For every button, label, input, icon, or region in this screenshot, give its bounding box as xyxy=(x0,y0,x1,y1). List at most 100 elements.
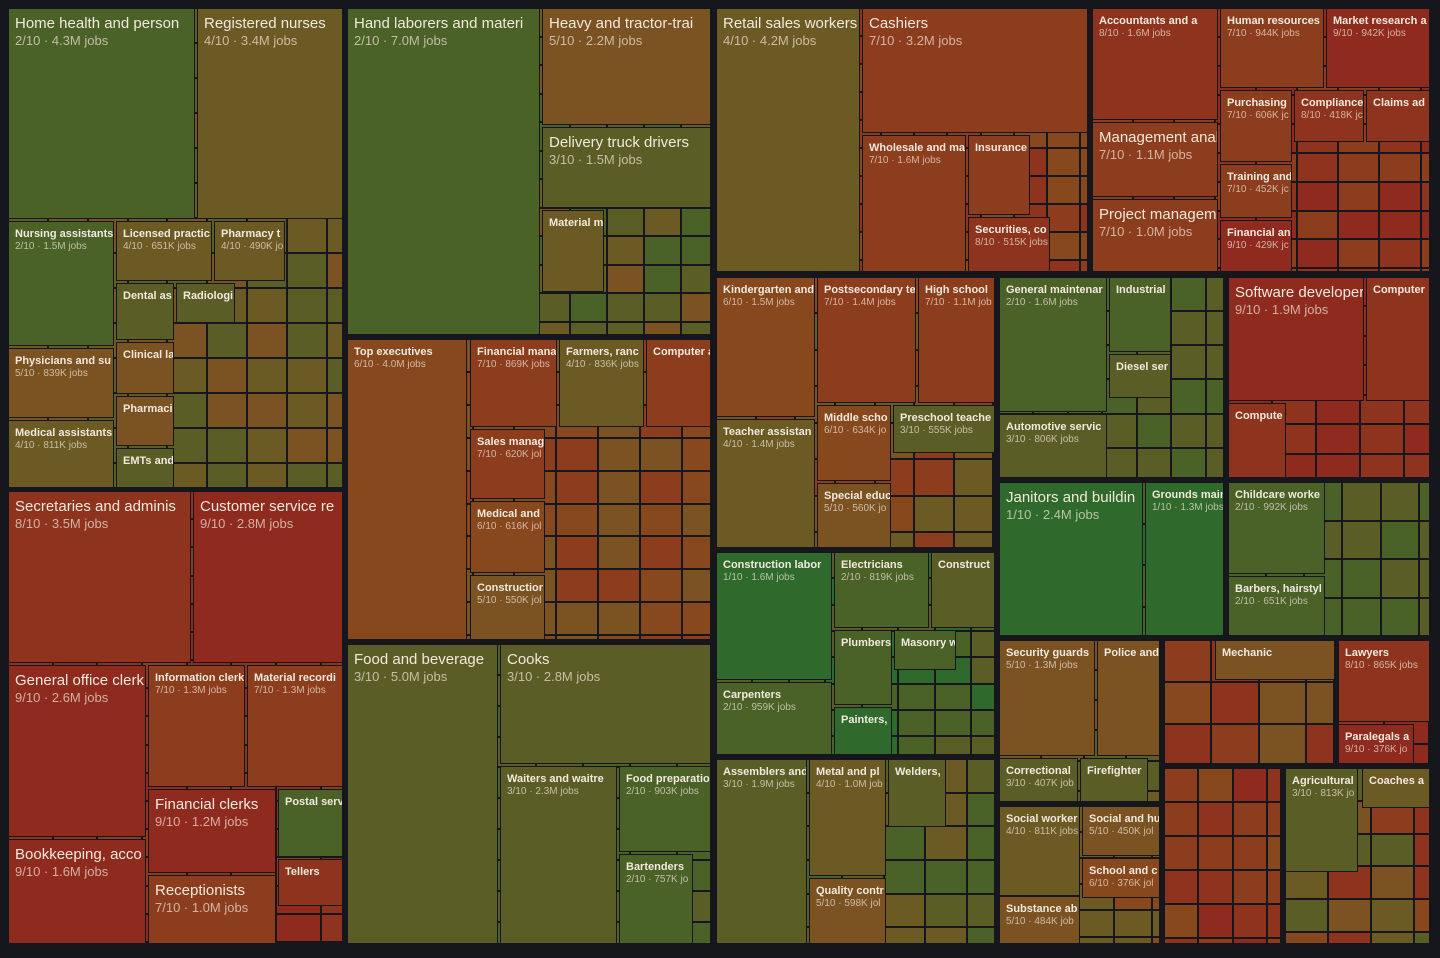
tile[interactable]: Management analy 7/10 · 1.1M jobs xyxy=(1092,122,1218,197)
tile[interactable]: Compute xyxy=(1228,403,1286,478)
tile[interactable]: Childcare worke 2/10 · 992K jobs xyxy=(1228,482,1325,574)
tile[interactable]: Computer xyxy=(1366,277,1430,401)
tile[interactable]: Clinical la xyxy=(116,342,174,394)
tile[interactable]: Customer service re 9/10 · 2.8M jobs xyxy=(193,491,343,663)
tile[interactable]: Delivery truck drivers 3/10 · 1.5M jobs xyxy=(542,127,711,208)
small-tile xyxy=(556,470,599,504)
tile[interactable]: Barbers, hairstyl 2/10 · 651K jobs xyxy=(1228,576,1325,636)
tile[interactable]: Grounds main 1/10 · 1.3M jobs xyxy=(1145,482,1224,636)
tile[interactable]: Lawyers 8/10 · 865K jobs xyxy=(1338,640,1430,722)
tile[interactable]: Middle scho 6/10 · 634K jo xyxy=(817,405,891,481)
tile[interactable]: Painters, xyxy=(834,707,892,755)
tile[interactable]: Hand laborers and materi 2/10 · 7.0M jobs xyxy=(347,8,540,335)
tile[interactable]: Medical assistants 4/10 · 811K jobs xyxy=(8,420,114,488)
tile[interactable]: Cashiers 7/10 · 3.2M jobs xyxy=(862,8,1088,133)
tile[interactable]: Cooks 3/10 · 2.8M jobs xyxy=(500,644,711,764)
tile[interactable]: Paralegals a 9/10 · 376K jo xyxy=(1338,724,1414,764)
tile[interactable]: Masonry w xyxy=(894,630,956,670)
tile[interactable]: Wholesale and ma 7/10 · 1.6M jobs xyxy=(862,135,966,272)
tile[interactable]: Metal and pl 4/10 · 1.0M job xyxy=(809,759,886,876)
tile[interactable]: Software developer 9/10 · 1.9M jobs xyxy=(1228,277,1364,401)
tile[interactable]: Agricultural 3/10 · 813K jo xyxy=(1285,768,1358,872)
small-tile xyxy=(1371,931,1415,944)
tile[interactable]: Industrial xyxy=(1109,277,1171,352)
tile[interactable]: Material recordi 7/10 · 1.3M jobs xyxy=(247,665,343,787)
tile[interactable]: Social and hu 5/10 · 450K jol xyxy=(1082,806,1160,856)
tile[interactable]: High school 7/10 · 1.1M job xyxy=(918,277,995,403)
tile[interactable]: Home health and person 2/10 · 4.3M jobs xyxy=(8,8,195,219)
tile[interactable]: Market research a 9/10 · 942K jobs xyxy=(1326,8,1430,88)
tile[interactable]: Firefighter xyxy=(1080,758,1148,802)
tile[interactable]: Constructior 5/10 · 550K jol xyxy=(470,575,545,640)
tile[interactable]: School and c 6/10 · 376K jol xyxy=(1082,858,1160,898)
tile[interactable]: Bartenders 2/10 · 757K jo xyxy=(619,854,693,944)
tile-detail: 5/10 · 550K jol xyxy=(477,595,542,606)
tile[interactable]: Financial an 9/10 · 429K jc xyxy=(1220,220,1292,272)
tile[interactable]: Human resources 7/10 · 944K jobs xyxy=(1220,8,1324,88)
tile[interactable]: Insurance xyxy=(968,135,1030,215)
tile[interactable]: Postal serv xyxy=(278,789,343,857)
tile[interactable]: Food preparatio 2/10 · 903K jobs xyxy=(619,766,711,852)
tile[interactable]: General maintenar 2/10 · 1.6M jobs xyxy=(999,277,1107,412)
tile[interactable]: Automotive servic 3/10 · 806K jobs xyxy=(999,414,1107,478)
tile[interactable]: Farmers, ranc 4/10 · 836K jobs xyxy=(559,339,644,427)
tile[interactable]: Retail sales workers 4/10 · 4.2M jobs xyxy=(716,8,860,272)
tile[interactable]: Special educ 5/10 · 560K jo xyxy=(817,483,891,548)
tile[interactable]: Medical and 6/10 · 616K jol xyxy=(470,501,545,573)
tile[interactable]: Tellers xyxy=(278,859,343,906)
tile[interactable]: Electricians 2/10 · 819K jobs xyxy=(834,552,929,628)
tile[interactable]: Claims ad xyxy=(1366,90,1430,142)
tile[interactable]: Pharmacy t 4/10 · 490K jo xyxy=(214,221,285,281)
tile[interactable]: Police and xyxy=(1097,640,1160,756)
tile[interactable]: Physicians and su 5/10 · 839K jobs xyxy=(8,348,114,418)
tile[interactable]: Coaches a xyxy=(1362,768,1430,808)
tile[interactable]: Radiologi xyxy=(176,283,235,323)
tile[interactable]: Substance ab 5/10 · 484K job xyxy=(999,896,1080,944)
tile[interactable]: Compliance 8/10 · 418K jc xyxy=(1294,90,1364,142)
tile[interactable]: Pharmaci xyxy=(116,396,174,446)
tile[interactable]: General office clerk 9/10 · 2.6M jobs xyxy=(8,665,146,837)
tile[interactable]: Correctional 3/10 · 407K job xyxy=(999,758,1078,802)
tile[interactable]: Dental as xyxy=(116,283,174,340)
tile[interactable]: Welders, xyxy=(888,759,946,827)
tile[interactable]: Preschool teache 3/10 · 555K jobs xyxy=(893,405,995,453)
tile[interactable]: EMTs and xyxy=(116,448,174,488)
tile[interactable]: Construct xyxy=(931,552,995,628)
tile[interactable]: Waiters and waitre 3/10 · 2.3M jobs xyxy=(500,766,617,944)
tile[interactable]: Construction labor 1/10 · 1.6M jobs xyxy=(716,552,832,680)
tile[interactable]: Financial clerks 9/10 · 1.2M jobs xyxy=(148,789,276,873)
tile[interactable]: Quality contr 5/10 · 598K jol xyxy=(809,878,886,944)
tile[interactable]: Accountants and a 8/10 · 1.6M jobs xyxy=(1092,8,1218,120)
tile[interactable]: Purchasing 7/10 · 606K jc xyxy=(1220,90,1292,162)
tile[interactable]: Sales manag 7/10 · 620K jol xyxy=(470,429,545,499)
tile[interactable]: Nursing assistants 2/10 · 1.5M jobs xyxy=(8,221,114,346)
small-tile xyxy=(934,709,972,737)
tile[interactable]: Financial mana 7/10 · 869K jobs xyxy=(470,339,557,427)
tile[interactable]: Receptionists 7/10 · 1.0M jobs xyxy=(148,875,276,944)
tile[interactable]: Food and beverage 3/10 · 5.0M jobs xyxy=(347,644,498,944)
tile[interactable]: Bookkeeping, acco 9/10 · 1.6M jobs xyxy=(8,839,146,944)
tile[interactable]: Secretaries and adminis 8/10 · 3.5M jobs xyxy=(8,491,191,663)
tile[interactable]: Assemblers and 3/10 · 1.9M jobs xyxy=(716,759,807,944)
tile[interactable]: Computer a xyxy=(646,339,711,427)
tile[interactable]: Carpenters 2/10 · 959K jobs xyxy=(716,682,832,755)
tile[interactable]: Kindergarten and 6/10 · 1.5M jobs xyxy=(716,277,815,417)
tile[interactable]: Top executives 6/10 · 4.0M jobs xyxy=(347,339,467,640)
tile-detail: 7/10 · 620K jol xyxy=(477,449,542,460)
tile[interactable]: Heavy and tractor-trai 5/10 · 2.2M jobs xyxy=(542,8,711,125)
tile[interactable]: Training and 7/10 · 452K jc xyxy=(1220,164,1292,218)
tile[interactable]: Registered nurses 4/10 · 3.4M jobs xyxy=(197,8,343,219)
tile[interactable]: Information clerk 7/10 · 1.3M jobs xyxy=(148,665,245,787)
tile[interactable]: Licensed practic 4/10 · 651K jobs xyxy=(116,221,212,281)
tile[interactable]: Plumbers xyxy=(834,630,892,705)
tile[interactable]: Diesel ser xyxy=(1109,354,1171,398)
tile[interactable]: Janitors and buildin 1/10 · 2.4M jobs xyxy=(999,482,1143,636)
tile[interactable]: Teacher assistan 4/10 · 1.4M jobs xyxy=(716,419,815,548)
tile[interactable]: Project manageme 7/10 · 1.0M jobs xyxy=(1092,199,1218,272)
tile[interactable]: Material m xyxy=(542,210,604,292)
tile[interactable]: Postsecondary te 7/10 · 1.4M jobs xyxy=(817,277,916,403)
tile[interactable]: Social worker 4/10 · 811K jobs xyxy=(999,806,1080,896)
tile[interactable]: Securities, co 8/10 · 515K jobs xyxy=(968,217,1050,272)
tile[interactable]: Security guards 5/10 · 1.3M jobs xyxy=(999,640,1095,756)
tile[interactable]: Mechanic xyxy=(1215,640,1335,680)
